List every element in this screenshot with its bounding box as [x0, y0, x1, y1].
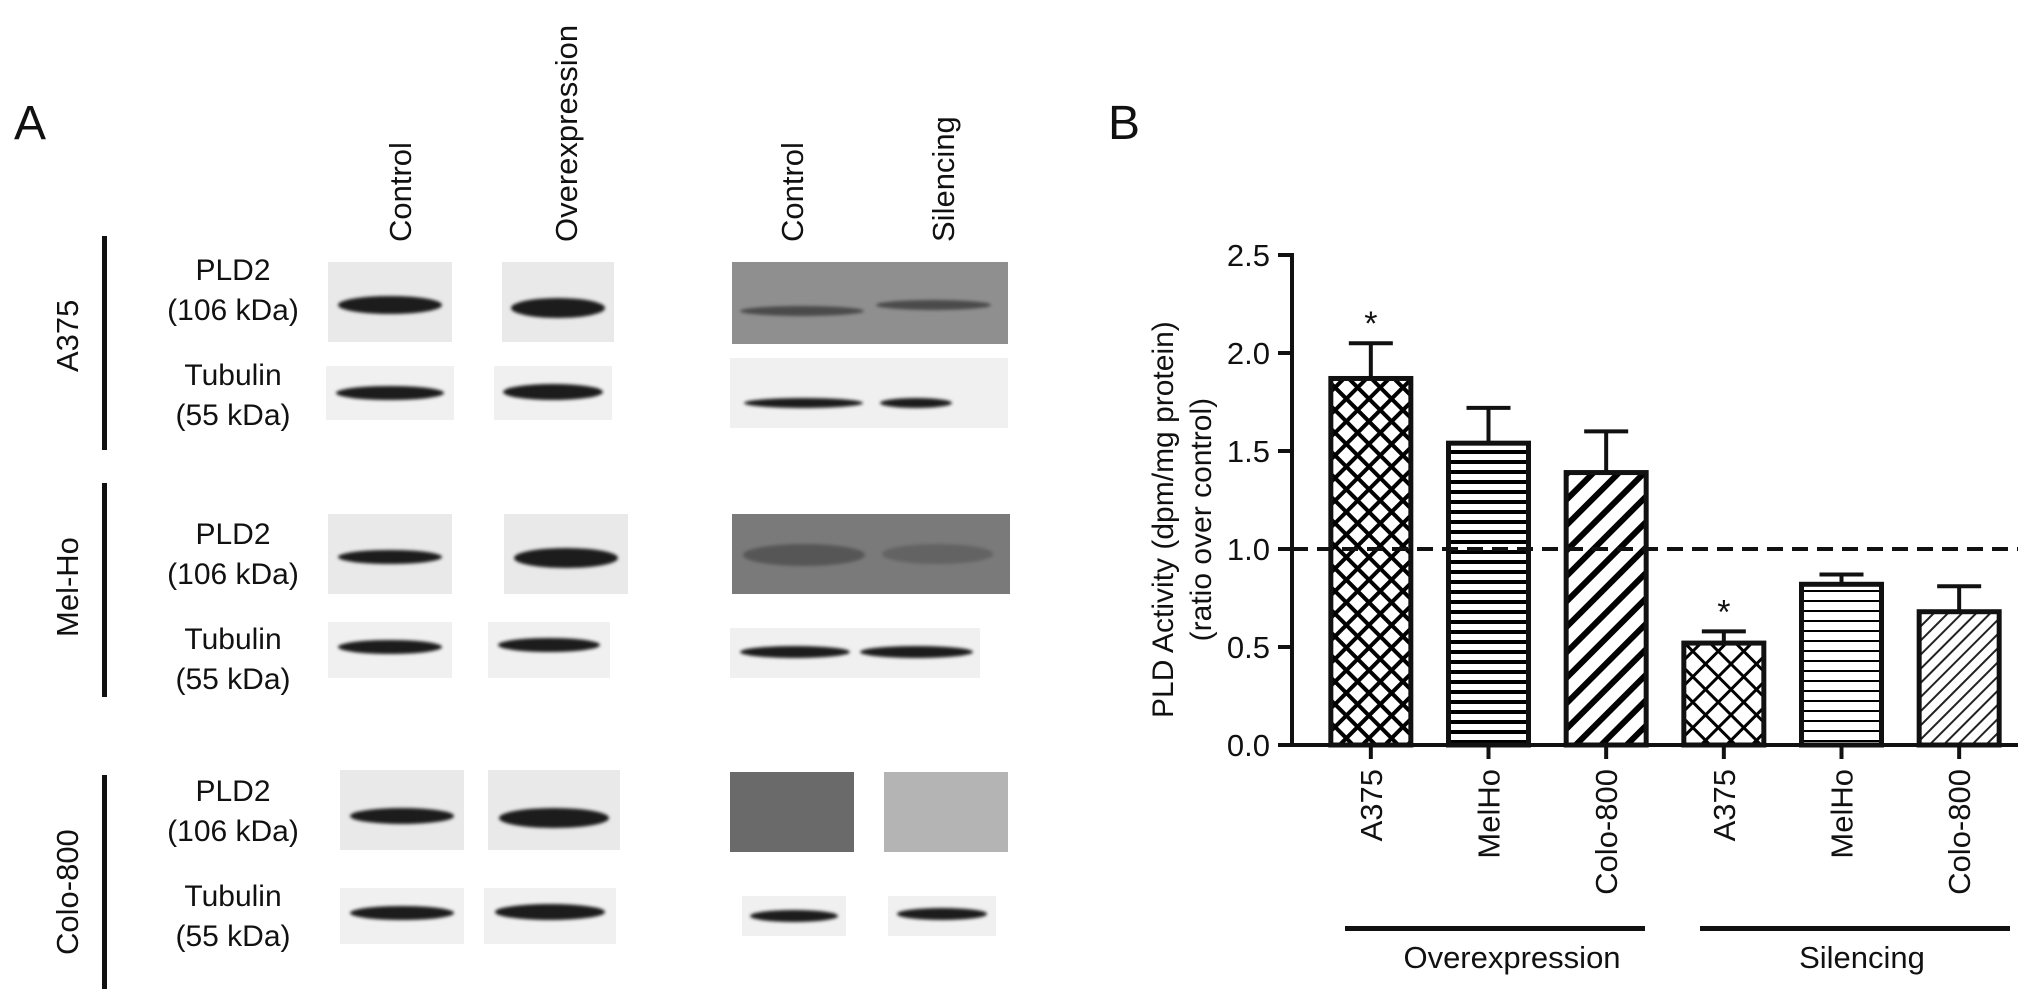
western-blot-image	[484, 888, 616, 944]
protein-size: (55 kDa)	[175, 399, 291, 432]
group-label-silencing: Silencing	[1799, 940, 1925, 975]
group-bracket-a375	[102, 236, 107, 450]
protein-name: PLD2	[195, 775, 271, 808]
protein-label-pld2: PLD2 (106 kDa)	[138, 772, 328, 852]
y-tick-label: 0.5	[1227, 630, 1270, 665]
y-axis-label-line2: (ratio over control)	[1185, 397, 1218, 642]
y-tick-label: 1.5	[1227, 434, 1270, 469]
western-blot-image	[742, 896, 846, 936]
western-blot-image	[488, 622, 610, 678]
western-blot-image	[340, 888, 464, 944]
protein-name: PLD2	[195, 254, 271, 287]
western-blot-image	[494, 366, 612, 420]
bar	[1799, 581, 1884, 748]
western-blot-image	[326, 366, 454, 420]
western-blot-image	[328, 262, 452, 342]
western-blot-image	[502, 262, 614, 342]
western-blot-image	[732, 262, 1008, 344]
panel-b-letter: B	[1108, 97, 1141, 150]
x-tick-label: MelHo	[1472, 769, 1507, 859]
y-tick-label: 1.0	[1227, 532, 1270, 567]
western-blot-image	[730, 772, 854, 852]
western-blot-image	[732, 514, 1010, 594]
x-tick-label: Colo-800	[1589, 769, 1624, 895]
y-axis-title: PLD Activity (dpm/mg protein) (ratio ove…	[1145, 321, 1221, 718]
x-tick-label: MelHo	[1825, 769, 1860, 859]
western-blot-image	[488, 770, 620, 850]
western-blot-image	[730, 628, 980, 678]
protein-size: (55 kDa)	[175, 920, 291, 953]
protein-name: PLD2	[195, 518, 271, 551]
bar	[1446, 440, 1531, 748]
group-bracket-melho	[102, 483, 107, 697]
bar	[1563, 470, 1649, 748]
x-tick-label: A375	[1707, 769, 1742, 841]
protein-size: (106 kDa)	[167, 294, 299, 327]
protein-label-tubulin: Tubulin (55 kDa)	[138, 877, 328, 957]
y-axis-label-line1: PLD Activity (dpm/mg protein)	[1147, 321, 1180, 718]
panel-a-letter: A	[14, 97, 47, 150]
y-tick-label: 2.0	[1227, 336, 1270, 371]
western-blot-image	[884, 772, 1008, 852]
group-underline-overexpression	[1345, 926, 1645, 931]
x-tick-label: Colo-800	[1942, 769, 1977, 895]
bar	[1681, 640, 1767, 748]
significance-asterisk: *	[1717, 593, 1730, 631]
western-blot-image	[504, 514, 628, 594]
western-blot-image	[328, 622, 452, 678]
group-label-overexpression: Overexpression	[1403, 940, 1621, 975]
protein-name: Tubulin	[184, 623, 282, 656]
protein-name: Tubulin	[184, 359, 282, 392]
significance-asterisk: *	[1364, 305, 1377, 343]
protein-label-pld2: PLD2 (106 kDa)	[138, 515, 328, 595]
group-underline-silencing	[1700, 926, 2010, 931]
western-blot-image	[340, 770, 464, 850]
protein-name: Tubulin	[184, 880, 282, 913]
protein-size: (55 kDa)	[175, 663, 291, 696]
y-tick-label: 0.0	[1227, 728, 1270, 763]
protein-label-tubulin: Tubulin (55 kDa)	[138, 620, 328, 700]
western-blot-image	[888, 896, 996, 936]
bar	[1916, 609, 2002, 748]
y-tick-label: 2.5	[1227, 238, 1270, 273]
protein-label-pld2: PLD2 (106 kDa)	[138, 251, 328, 331]
western-blot-image	[730, 358, 1008, 428]
bar	[1328, 375, 1414, 748]
group-bracket-colo800	[102, 775, 107, 989]
protein-size: (106 kDa)	[167, 815, 299, 848]
protein-size: (106 kDa)	[167, 558, 299, 591]
western-blot-image	[328, 514, 452, 594]
x-tick-label: A375	[1354, 769, 1389, 841]
protein-label-tubulin: Tubulin (55 kDa)	[138, 356, 328, 436]
